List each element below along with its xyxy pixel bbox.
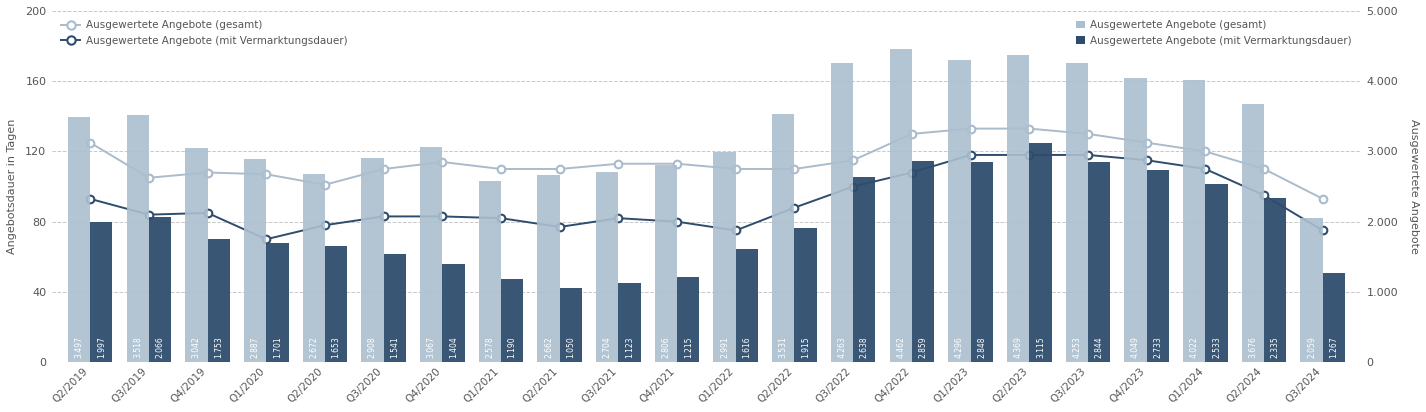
Text: 2.335: 2.335 bbox=[1271, 336, 1279, 358]
Bar bbox=[538, 175, 559, 362]
Bar bbox=[1030, 143, 1051, 362]
Bar bbox=[1147, 170, 1169, 362]
Text: 4.253: 4.253 bbox=[1072, 336, 1081, 358]
Bar bbox=[501, 279, 523, 362]
Text: 2.059: 2.059 bbox=[1308, 336, 1316, 358]
Bar bbox=[361, 158, 384, 362]
Y-axis label: Angebotsdauer in Tagen: Angebotsdauer in Tagen bbox=[7, 119, 17, 254]
Text: 3.531: 3.531 bbox=[779, 336, 787, 358]
Bar bbox=[208, 239, 230, 362]
Bar bbox=[1301, 218, 1323, 362]
Text: 2.672: 2.672 bbox=[309, 336, 318, 358]
Text: 1.267: 1.267 bbox=[1329, 336, 1339, 358]
Text: 4.022: 4.022 bbox=[1189, 336, 1199, 358]
Text: 2.066: 2.066 bbox=[155, 336, 164, 358]
Bar bbox=[1242, 104, 1263, 362]
Bar bbox=[853, 177, 876, 362]
Text: 2.733: 2.733 bbox=[1154, 336, 1162, 358]
Bar bbox=[1323, 273, 1345, 362]
Text: 1.215: 1.215 bbox=[683, 337, 693, 358]
Text: 2.848: 2.848 bbox=[977, 337, 987, 358]
Bar bbox=[736, 249, 759, 362]
Bar bbox=[677, 277, 699, 362]
Text: 4.369: 4.369 bbox=[1014, 336, 1022, 358]
Text: 2.662: 2.662 bbox=[545, 336, 553, 358]
Bar bbox=[1124, 78, 1147, 362]
Text: 3.042: 3.042 bbox=[193, 336, 201, 358]
Bar bbox=[325, 246, 347, 362]
Text: 3.676: 3.676 bbox=[1248, 336, 1258, 358]
Bar bbox=[1065, 63, 1088, 362]
Text: 1.541: 1.541 bbox=[391, 336, 399, 358]
Text: 2.806: 2.806 bbox=[662, 336, 670, 358]
Bar bbox=[68, 117, 90, 362]
Bar bbox=[771, 114, 794, 362]
Bar bbox=[911, 162, 934, 362]
Text: 2.991: 2.991 bbox=[720, 336, 729, 358]
Text: 4.049: 4.049 bbox=[1131, 336, 1139, 358]
Bar bbox=[302, 174, 325, 362]
Text: 2.844: 2.844 bbox=[1095, 336, 1104, 358]
Text: 1.997: 1.997 bbox=[97, 336, 106, 358]
Bar bbox=[421, 147, 442, 362]
Text: 3.497: 3.497 bbox=[74, 336, 84, 358]
Bar bbox=[713, 152, 736, 362]
Text: 2.638: 2.638 bbox=[860, 336, 868, 358]
Bar bbox=[384, 254, 406, 362]
Legend: Ausgewertete Angebote (gesamt), Ausgewertete Angebote (mit Vermarktungsdauer): Ausgewertete Angebote (gesamt), Ausgewer… bbox=[1072, 16, 1356, 50]
Y-axis label: Ausgewertete Angebote: Ausgewertete Angebote bbox=[1409, 119, 1419, 254]
Text: 4.263: 4.263 bbox=[837, 336, 847, 358]
Text: 2.908: 2.908 bbox=[368, 336, 376, 358]
Bar bbox=[1205, 184, 1228, 362]
Bar bbox=[479, 181, 501, 362]
Bar bbox=[890, 49, 911, 362]
Bar bbox=[244, 159, 267, 362]
Text: 1.753: 1.753 bbox=[214, 336, 222, 358]
Text: 4.462: 4.462 bbox=[896, 336, 906, 358]
Text: 1.653: 1.653 bbox=[332, 336, 341, 358]
Text: 3.518: 3.518 bbox=[133, 336, 143, 358]
Text: 1.404: 1.404 bbox=[449, 336, 458, 358]
Bar bbox=[794, 228, 817, 362]
Text: 1.616: 1.616 bbox=[743, 336, 752, 358]
Bar bbox=[1263, 198, 1286, 362]
Bar bbox=[971, 162, 992, 362]
Bar bbox=[1184, 80, 1205, 362]
Text: 2.887: 2.887 bbox=[251, 337, 260, 358]
Bar bbox=[148, 217, 171, 362]
Bar bbox=[185, 148, 208, 362]
Text: 2.533: 2.533 bbox=[1212, 336, 1221, 358]
Legend: Ausgewertete Angebote (gesamt), Ausgewertete Angebote (mit Vermarktungsdauer): Ausgewertete Angebote (gesamt), Ausgewer… bbox=[57, 16, 352, 50]
Text: 4.296: 4.296 bbox=[955, 336, 964, 358]
Bar bbox=[1088, 162, 1111, 362]
Text: 3.115: 3.115 bbox=[1035, 336, 1045, 358]
Bar bbox=[442, 264, 465, 362]
Bar bbox=[655, 165, 677, 362]
Bar bbox=[619, 283, 640, 362]
Bar bbox=[267, 243, 288, 362]
Text: 1.915: 1.915 bbox=[801, 336, 810, 358]
Text: 1.701: 1.701 bbox=[272, 336, 282, 358]
Text: 1.190: 1.190 bbox=[508, 336, 516, 358]
Text: 1.050: 1.050 bbox=[566, 336, 575, 358]
Bar bbox=[831, 63, 853, 362]
Text: 2.704: 2.704 bbox=[603, 336, 612, 358]
Bar bbox=[559, 288, 582, 362]
Text: 2.578: 2.578 bbox=[485, 336, 495, 358]
Bar bbox=[596, 172, 619, 362]
Bar bbox=[127, 115, 148, 362]
Bar bbox=[90, 222, 113, 362]
Text: 3.067: 3.067 bbox=[426, 336, 436, 358]
Text: 2.859: 2.859 bbox=[918, 336, 927, 358]
Bar bbox=[1007, 55, 1030, 362]
Bar bbox=[948, 61, 971, 362]
Text: 1.123: 1.123 bbox=[625, 337, 635, 358]
